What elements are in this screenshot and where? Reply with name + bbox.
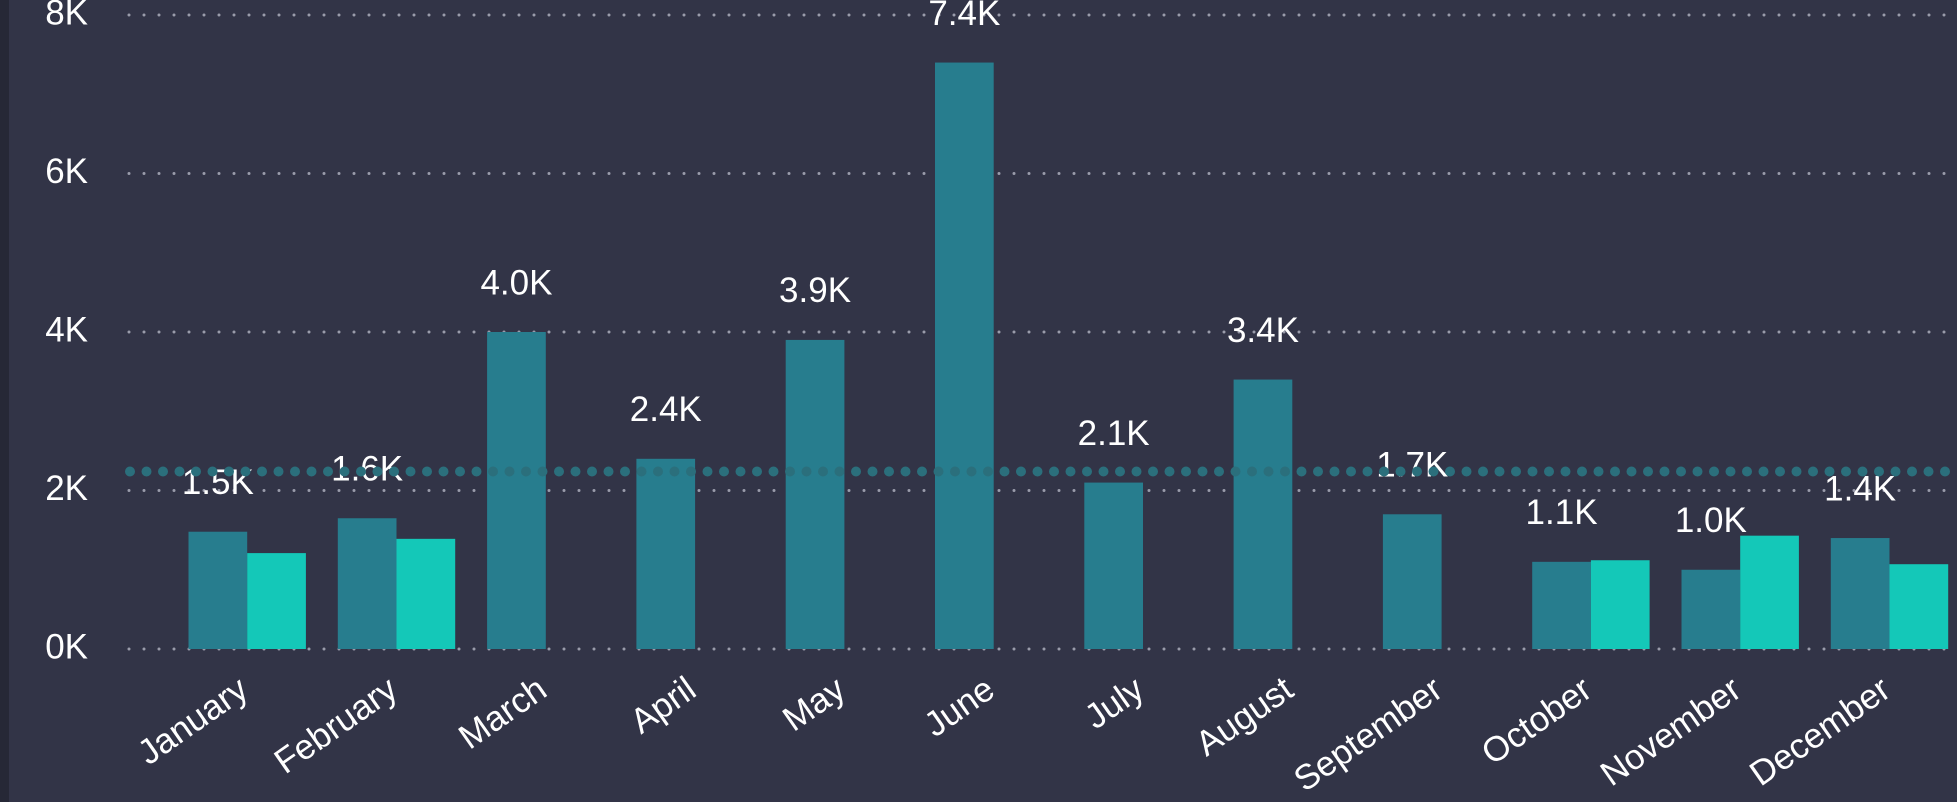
bar <box>1681 569 1741 649</box>
bar <box>1590 560 1650 649</box>
data-label: 1.1K <box>1526 493 1598 532</box>
data-label: 7.4K <box>928 0 1000 33</box>
data-label: 4.0K <box>480 263 552 302</box>
bar <box>188 531 248 649</box>
data-label: 1.7K <box>1376 446 1448 485</box>
bar <box>396 538 456 649</box>
y-tick-label: 4K <box>45 310 88 349</box>
bar <box>785 339 845 649</box>
y-tick-label: 0K <box>45 627 88 666</box>
bar <box>337 518 397 649</box>
bar <box>1382 514 1442 649</box>
data-label: 1.0K <box>1675 501 1747 540</box>
bar <box>1830 538 1890 649</box>
bar <box>487 332 546 649</box>
bar <box>1532 561 1591 649</box>
bar <box>1084 482 1143 649</box>
y-tick-label: 8K <box>45 0 88 32</box>
y-tick-label: 6K <box>45 152 88 191</box>
data-label: 2.4K <box>630 390 702 429</box>
left-edge <box>0 0 9 802</box>
y-tick-label: 2K <box>45 469 88 508</box>
bar <box>1889 564 1949 649</box>
data-label: 2.1K <box>1078 414 1150 453</box>
bar <box>247 553 306 649</box>
data-label: 3.9K <box>779 271 851 310</box>
bar <box>636 458 696 649</box>
bar <box>935 62 994 650</box>
data-label: 3.4K <box>1227 311 1299 350</box>
bar <box>1233 379 1293 649</box>
bar <box>1740 535 1799 649</box>
